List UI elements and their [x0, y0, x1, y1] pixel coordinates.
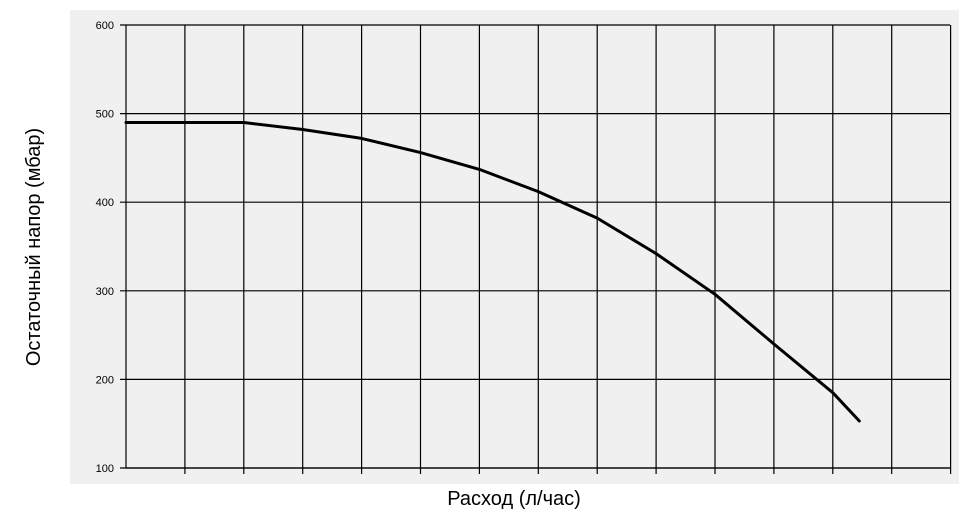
vertical-gridlines [184, 25, 952, 474]
pressure-curve-line [124, 121, 861, 423]
y-axis-title: Остаточный напор (мбар) [23, 128, 45, 366]
y-tick-label: 100 [96, 463, 114, 475]
y-tick-label: 400 [96, 197, 114, 209]
y-tick-label: 300 [96, 286, 114, 298]
y-tick-label: 200 [96, 374, 114, 386]
y-tick-label: 500 [96, 109, 114, 121]
x-axis-title: Расход (л/час) [447, 488, 581, 510]
y-tick-labels: 600 500 400 300 200 100 [96, 20, 114, 475]
plot-background [70, 10, 959, 484]
y-tick-label: 600 [96, 20, 114, 32]
